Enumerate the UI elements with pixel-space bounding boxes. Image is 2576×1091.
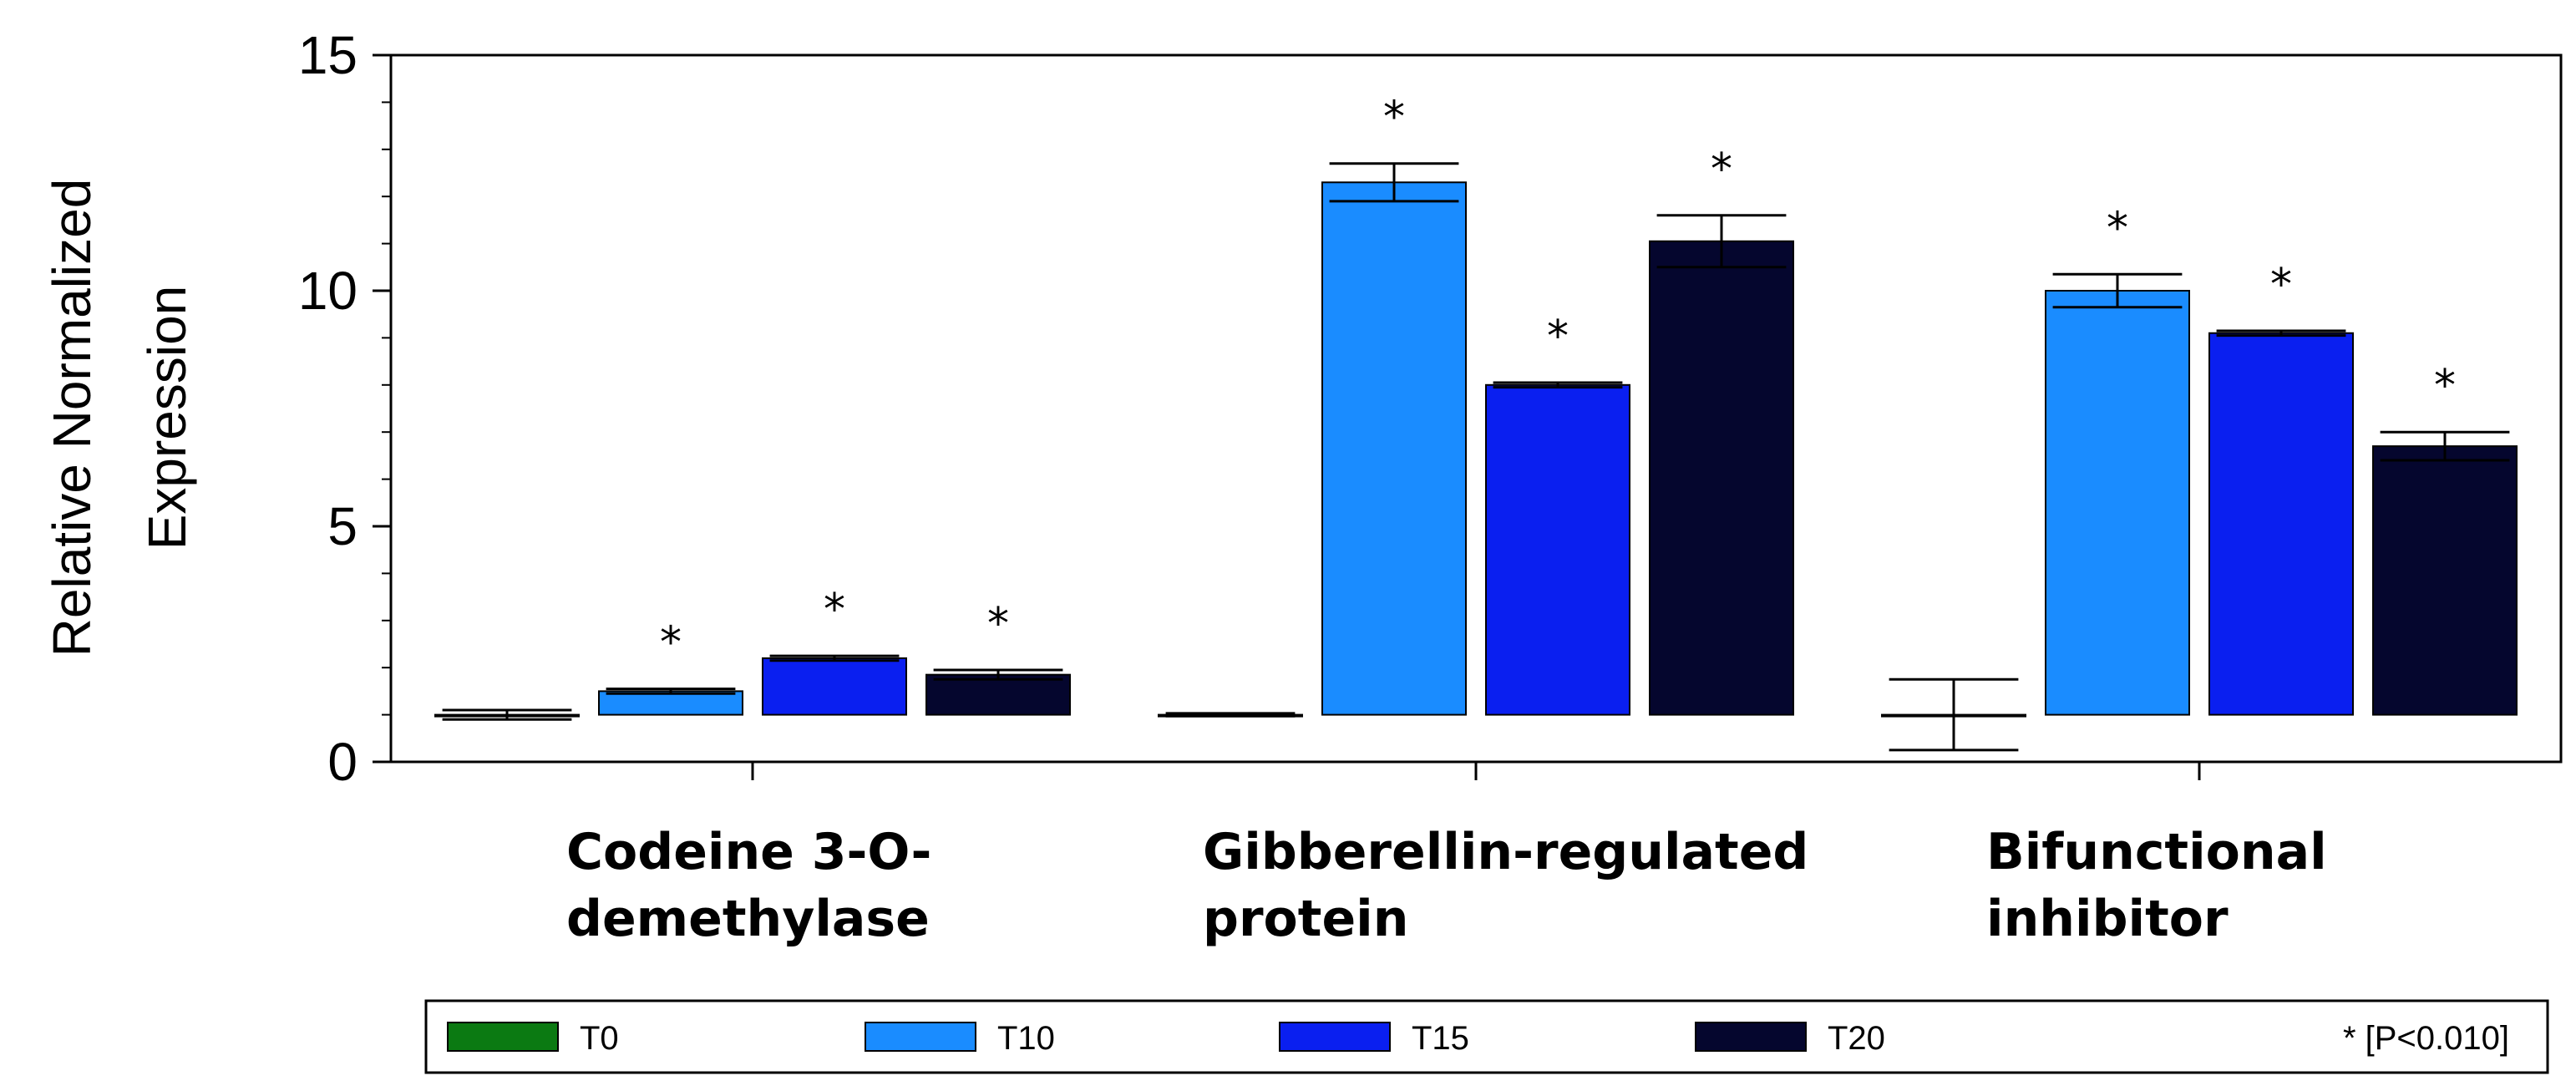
y-tick-label: 15 xyxy=(298,25,357,85)
legend-swatch-t0 xyxy=(447,1022,559,1052)
y-tick-label: 10 xyxy=(298,261,357,321)
legend: T0 T10 T15 T20 * [P<0.010] xyxy=(424,999,2549,1074)
significance-star: * xyxy=(987,599,1009,649)
bar-t20-1 xyxy=(925,673,1071,716)
significance-star: * xyxy=(1547,312,1569,362)
bar-t10-1 xyxy=(598,690,743,716)
bar-series xyxy=(434,181,2518,718)
significance-star: * xyxy=(1711,145,1732,195)
legend-swatch-t15 xyxy=(1279,1022,1391,1052)
bar-t15-1 xyxy=(762,657,907,716)
significance-markers: * * * * * * * * * xyxy=(660,93,2456,668)
legend-swatch-t20 xyxy=(1695,1022,1807,1052)
significance-star: * xyxy=(824,585,845,635)
legend-label-t0: T0 xyxy=(580,1020,619,1057)
bar-t15-2 xyxy=(1485,383,1630,716)
error-bars xyxy=(442,162,2510,752)
category-label-3-line-1: Bifunctional xyxy=(1986,823,2327,881)
x-axis-categories: Codeine 3-O-demethylase Gibberellin-regul… xyxy=(566,823,2327,948)
bar-t10-3 xyxy=(2045,290,2190,716)
y-axis-ticks: 0 5 10 15 xyxy=(298,25,2201,792)
y-tick-label: 0 xyxy=(327,732,357,792)
significance-star: * xyxy=(2434,361,2456,411)
category-label-3-line-2: inhibitor xyxy=(1986,890,2229,948)
significance-star: * xyxy=(2270,260,2292,310)
legend-label-t20: T20 xyxy=(1828,1020,1885,1057)
significance-star: * xyxy=(2107,203,2128,253)
bar-t10-2 xyxy=(1321,181,1467,716)
legend-box xyxy=(424,999,2549,1074)
bar-t15-3 xyxy=(2208,332,2354,716)
category-label-2-line-2: protein xyxy=(1203,890,1408,948)
bar-t20-2 xyxy=(1649,240,1794,716)
bar-t20-3 xyxy=(2372,445,2518,716)
y-axis-label: Relative Normalized Expression xyxy=(42,179,197,657)
y-axis-label-line-2: Expression xyxy=(137,286,197,551)
y-tick-label: 5 xyxy=(327,496,357,556)
significance-star: * xyxy=(660,618,682,668)
significance-star: * xyxy=(1383,93,1405,143)
legend-swatch-t10 xyxy=(865,1022,976,1052)
category-label-2-line-1: Gibberellin-regulated xyxy=(1203,823,1808,881)
legend-significance-note: * [P<0.010] xyxy=(2343,1020,2509,1057)
y-axis-label-line-1: Relative Normalized xyxy=(42,179,102,657)
legend-label-t15: T15 xyxy=(1412,1020,1469,1057)
legend-label-t10: T10 xyxy=(997,1020,1055,1057)
category-label-1-line-2: demethylase xyxy=(566,890,930,948)
category-label-1-line-1: Codeine 3-O- xyxy=(566,823,931,881)
